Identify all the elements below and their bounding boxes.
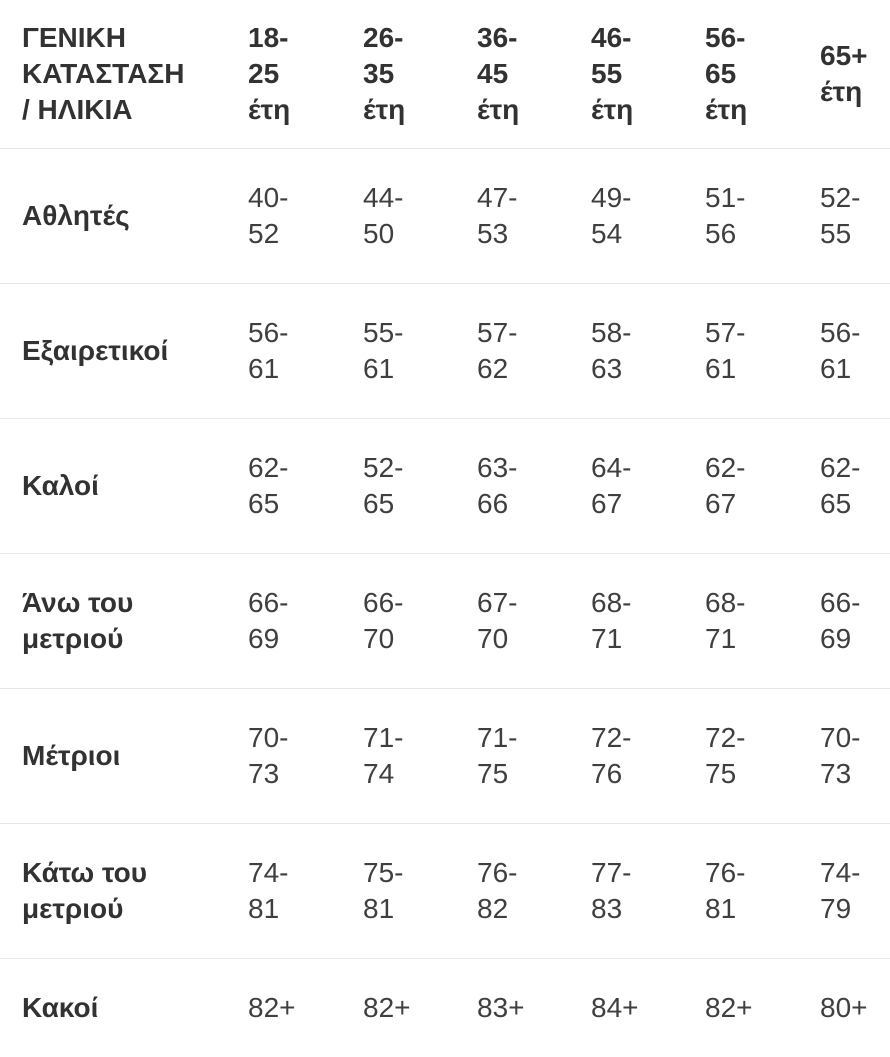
row-label: Καλοί <box>0 419 226 554</box>
value-cell: 76-82 <box>455 824 569 959</box>
value-cell: 68-71 <box>569 554 683 689</box>
table-row-poor: Κακοί 82+ 82+ 83+ 84+ 82+ 80+ <box>0 959 890 1057</box>
value-cell: 68-71 <box>683 554 798 689</box>
value-cell: 72-76 <box>569 689 683 824</box>
header-cell-age-46-55: 46-55 έτη <box>569 0 683 149</box>
value-cell: 57-61 <box>683 284 798 419</box>
value-cell: 71-75 <box>455 689 569 824</box>
value-cell: 80+ <box>798 959 890 1057</box>
table-row-excellent: Εξαιρετικοί 56-61 55-61 57-62 58-63 57-6… <box>0 284 890 419</box>
header-cell-condition-age: ΓΕΝΙΚΗ ΚΑΤΑΣΤΑΣΗ / ΗΛΙΚΙΑ <box>0 0 226 149</box>
value-cell: 72-75 <box>683 689 798 824</box>
value-cell: 66-69 <box>226 554 341 689</box>
value-cell: 62-67 <box>683 419 798 554</box>
value-cell: 58-63 <box>569 284 683 419</box>
table-row-average: Μέτριοι 70-73 71-74 71-75 72-76 72-75 70… <box>0 689 890 824</box>
value-cell: 56-61 <box>798 284 890 419</box>
value-cell: 63-66 <box>455 419 569 554</box>
value-cell: 52-65 <box>341 419 455 554</box>
value-cell: 82+ <box>683 959 798 1057</box>
value-cell: 64-67 <box>569 419 683 554</box>
value-cell: 77-83 <box>569 824 683 959</box>
row-label: Εξαιρετικοί <box>0 284 226 419</box>
value-cell: 74-79 <box>798 824 890 959</box>
header-cell-age-36-45: 36-45 έτη <box>455 0 569 149</box>
value-cell: 70-73 <box>798 689 890 824</box>
value-cell: 57-62 <box>455 284 569 419</box>
row-label: Αθλητές <box>0 149 226 284</box>
table-row-above-average: Άνω του μετριού 66-69 66-70 67-70 68-71 … <box>0 554 890 689</box>
row-label: Κάτω του μετριού <box>0 824 226 959</box>
value-cell: 82+ <box>226 959 341 1057</box>
value-cell: 74-81 <box>226 824 341 959</box>
table-row-athletes: Αθλητές 40-52 44-50 47-53 49-54 51-56 52… <box>0 149 890 284</box>
value-cell: 55-61 <box>341 284 455 419</box>
table-header-row: ΓΕΝΙΚΗ ΚΑΤΑΣΤΑΣΗ / ΗΛΙΚΙΑ 18-25 έτη 26-3… <box>0 0 890 149</box>
value-cell: 44-50 <box>341 149 455 284</box>
row-label: Κακοί <box>0 959 226 1057</box>
value-cell: 66-70 <box>341 554 455 689</box>
value-cell: 83+ <box>455 959 569 1057</box>
header-cell-age-65-plus: 65+ έτη <box>798 0 890 149</box>
value-cell: 70-73 <box>226 689 341 824</box>
value-cell: 76-81 <box>683 824 798 959</box>
value-cell: 52-55 <box>798 149 890 284</box>
value-cell: 67-70 <box>455 554 569 689</box>
value-cell: 82+ <box>341 959 455 1057</box>
header-cell-age-56-65: 56-65 έτη <box>683 0 798 149</box>
value-cell: 51-56 <box>683 149 798 284</box>
row-label: Άνω του μετριού <box>0 554 226 689</box>
header-cell-age-26-35: 26-35 έτη <box>341 0 455 149</box>
value-cell: 47-53 <box>455 149 569 284</box>
value-cell: 40-52 <box>226 149 341 284</box>
value-cell: 84+ <box>569 959 683 1057</box>
value-cell: 62-65 <box>798 419 890 554</box>
value-cell: 56-61 <box>226 284 341 419</box>
row-label: Μέτριοι <box>0 689 226 824</box>
table-row-good: Καλοί 62-65 52-65 63-66 64-67 62-67 62-6… <box>0 419 890 554</box>
value-cell: 71-74 <box>341 689 455 824</box>
header-cell-age-18-25: 18-25 έτη <box>226 0 341 149</box>
value-cell: 62-65 <box>226 419 341 554</box>
value-cell: 75-81 <box>341 824 455 959</box>
value-cell: 66-69 <box>798 554 890 689</box>
table-row-below-average: Κάτω του μετριού 74-81 75-81 76-82 77-83… <box>0 824 890 959</box>
value-cell: 49-54 <box>569 149 683 284</box>
